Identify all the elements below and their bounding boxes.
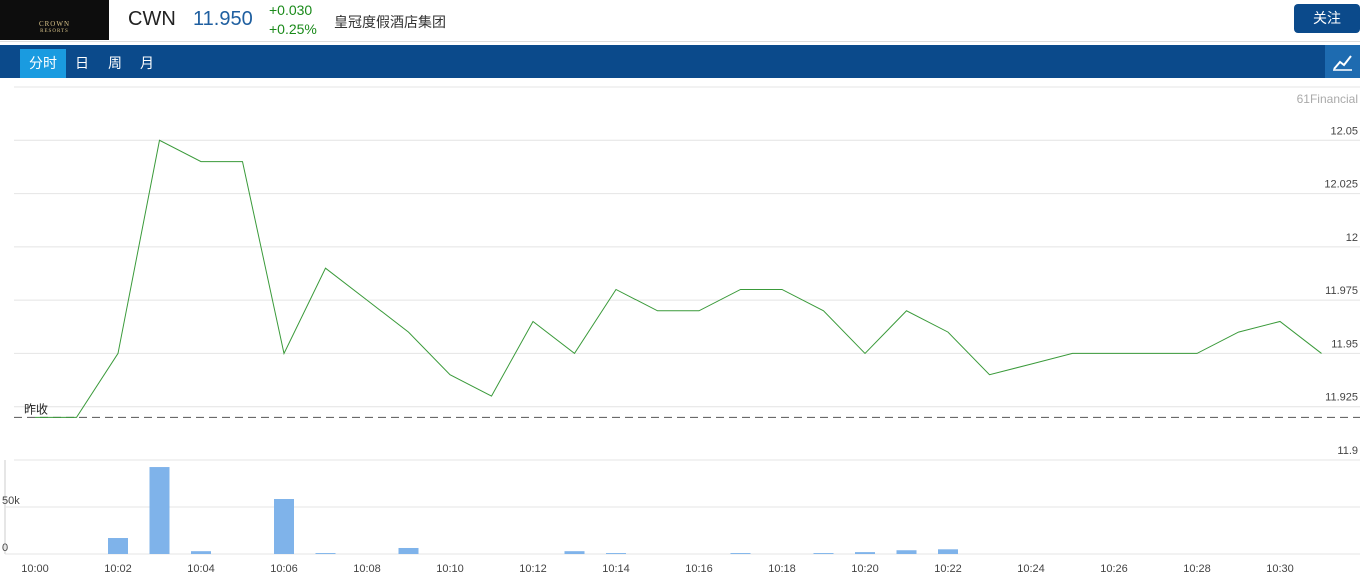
chart: 61Financial 11.9 11.925 11.95 11.975 12 12.02… — [2, 86, 1360, 575]
x-tick-label: 10:22 — [934, 563, 962, 575]
ticker: CWN — [128, 8, 176, 30]
x-tick-label: 10:18 — [768, 563, 796, 575]
volume-bar — [108, 538, 128, 554]
y-tick-label: 50k — [2, 495, 20, 507]
x-tick-label: 10:06 — [270, 563, 298, 575]
chart-icon[interactable] — [1325, 45, 1360, 78]
volume-bar — [855, 552, 875, 554]
tab[interactable]: 日 — [75, 55, 89, 71]
x-tick-label: 10:30 — [1266, 563, 1294, 575]
volume-bar — [149, 467, 170, 554]
volume-bar — [274, 499, 294, 554]
y-tick-label: 11.975 — [1325, 285, 1358, 297]
y-tick-label: 12.05 — [1330, 125, 1358, 137]
x-tick-label: 10:14 — [602, 563, 630, 575]
logo-subtext: RESORTS — [40, 29, 69, 34]
volume-bar — [191, 551, 211, 554]
change-pct: +0.25% — [269, 21, 317, 37]
volume-bar — [564, 551, 585, 554]
y-tick-label: 11.925 — [1325, 392, 1358, 404]
x-tick-label: 10:10 — [436, 563, 464, 575]
tab[interactable]: 周 — [108, 55, 122, 71]
watermark: 61Financial — [1297, 92, 1358, 106]
x-tick-label: 10:16 — [685, 563, 713, 575]
price-line — [35, 139, 1322, 418]
y-tick-label: 12 — [1346, 232, 1358, 244]
volume-bar — [606, 553, 626, 554]
tab[interactable]: 分时 — [20, 49, 66, 78]
y-tick-label: 0 — [2, 542, 8, 554]
y-tick-label: 11.95 — [1331, 338, 1358, 350]
x-tick-label: 10:12 — [519, 563, 547, 575]
y-tick-label: 11.9 — [1337, 445, 1358, 457]
x-tick-label: 10:24 — [1017, 563, 1045, 575]
change: +0.030 — [269, 2, 313, 18]
volume-bar — [938, 549, 958, 554]
x-tick-label: 10:08 — [353, 563, 381, 575]
price: 11.950 — [193, 8, 253, 30]
volume-bar — [398, 547, 419, 554]
company-name: 皇冠度假酒店集团 — [334, 14, 446, 30]
follow-button[interactable]: 关注 — [1294, 4, 1360, 33]
nav-bar: 分时 日 周 月 — [0, 45, 1360, 78]
tab[interactable]: 月 — [140, 55, 154, 71]
volume-bar — [896, 550, 917, 554]
x-tick-label: 10:02 — [104, 563, 132, 575]
volume-bar — [730, 553, 751, 554]
logo-text: CROWN — [38, 20, 71, 28]
reference-label: 昨收 — [24, 402, 48, 416]
header: CROWN RESORTS CWN 11.950 +0.030 +0.25% 皇… — [0, 0, 1360, 42]
y-tick-label: 12.025 — [1324, 179, 1358, 191]
x-tick-label: 10:00 — [21, 563, 49, 575]
x-tick-label: 10:28 — [1183, 563, 1211, 575]
x-tick-label: 10:26 — [1100, 563, 1128, 575]
volume-bar — [315, 553, 336, 554]
volume-bar — [813, 553, 834, 554]
icon — [1333, 55, 1352, 71]
x-tick-label: 10:20 — [851, 563, 879, 575]
logo: CROWN RESORTS — [0, 0, 109, 40]
x-tick-label: 10:04 — [187, 563, 215, 575]
